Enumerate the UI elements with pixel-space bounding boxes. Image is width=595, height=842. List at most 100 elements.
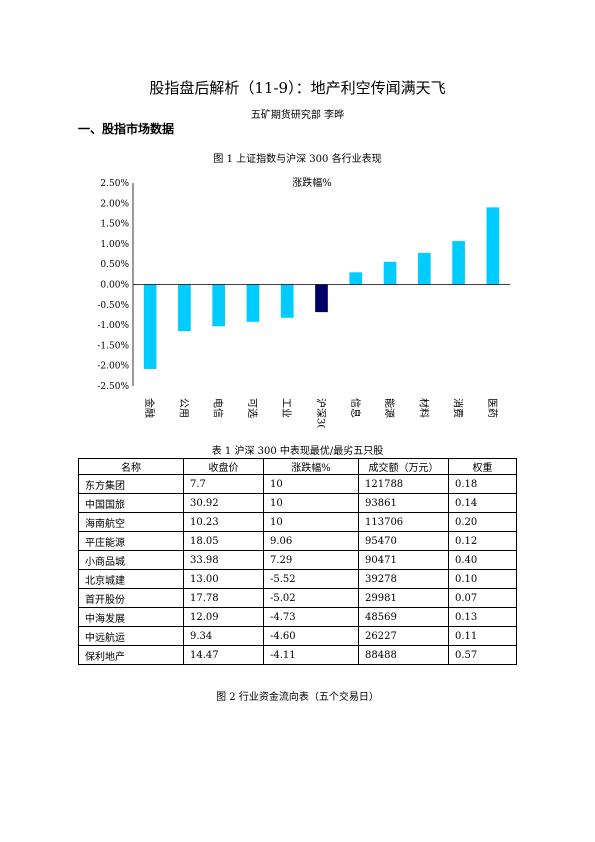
- y-tick-label: -1.50%: [97, 341, 129, 351]
- x-category-label: 消费: [452, 398, 465, 418]
- y-tick-label: -0.50%: [97, 301, 129, 311]
- table-row: 中远航运 9.34 -4.60 26227 0.11: [78, 626, 517, 646]
- cell-name: 首开股份: [78, 588, 184, 608]
- cell-close: 12.09: [183, 607, 264, 627]
- bar-0: [143, 284, 157, 369]
- table-row: 中海发展 12.09 -4.73 48569 0.13: [78, 607, 517, 627]
- cell-weight: 0.10: [448, 569, 517, 589]
- cell-weight: 0.20: [448, 512, 517, 532]
- y-tick-label: 2.50%: [100, 179, 129, 189]
- section-heading: 一、股指市场数据: [78, 122, 175, 136]
- x-category-label: 公用: [177, 398, 188, 418]
- y-tick-label: -2.50%: [97, 382, 129, 392]
- cell-change: 9.06: [263, 531, 359, 551]
- x-category-label: 信息: [349, 398, 362, 418]
- cell-name: 中远航运: [78, 626, 184, 646]
- cell-change: -4.11: [263, 645, 359, 665]
- cell-close: 7.7: [183, 474, 264, 494]
- table-header-row: 名称 收盘价 涨跌幅% 成交额（万元） 权重: [78, 458, 517, 475]
- cell-name: 中海发展: [78, 607, 184, 627]
- x-category-label: 材料: [417, 398, 430, 418]
- table-row: 中国国旅 30.92 10 93861 0.14: [78, 493, 517, 513]
- cell-turnover: 29981: [358, 588, 449, 608]
- x-category-label: 金融: [143, 398, 156, 418]
- bar-2: [212, 284, 226, 327]
- bar-3: [246, 284, 260, 322]
- chart-title: 涨跌幅%: [292, 176, 332, 189]
- cell-turnover: 88488: [358, 645, 449, 665]
- sector-performance-chart: 2.50% 2.00% 1.50% 1.00% 0.50% 0.00% -0.50% -1.0…: [97, 176, 510, 428]
- cell-name: 保利地产: [78, 645, 184, 665]
- cell-weight: 0.40: [448, 550, 517, 570]
- figure1-caption: 图 1 上证指数与沪深 300 各行业表现: [213, 154, 382, 165]
- table1-caption: 表 1 沪深 300 中表现最优/最劣五只股: [211, 446, 384, 457]
- table-row: 保利地产 14.47 -4.11 88488 0.57: [78, 645, 517, 665]
- cell-change: 10: [263, 493, 359, 513]
- bar-4: [280, 284, 294, 318]
- cell-close: 17.78: [183, 588, 264, 608]
- cell-close: 30.92: [183, 493, 264, 513]
- y-tick-label: 0.00%: [100, 281, 129, 291]
- cell-change: -4.60: [263, 626, 359, 646]
- cell-turnover: 48569: [358, 607, 449, 627]
- y-tick-label: 1.50%: [100, 220, 129, 230]
- header-weight: 权重: [448, 458, 517, 475]
- cell-change: -4.73: [263, 607, 359, 627]
- table-row: 北京城建 13.00 -5.52 39278 0.10: [78, 569, 517, 589]
- cell-weight: 0.14: [448, 493, 517, 513]
- cell-turnover: 95470: [358, 531, 449, 551]
- x-category-label: 工业: [280, 398, 292, 418]
- bar-7: [383, 261, 397, 285]
- header-change: 涨跌幅%: [263, 458, 359, 475]
- x-category-label: 沪深300: [315, 398, 328, 428]
- bar-6: [349, 272, 363, 285]
- table-row: 东方集团 7.7 10 121788 0.18: [78, 474, 517, 494]
- cell-change: 10: [263, 512, 359, 532]
- x-category-label: 医药: [486, 398, 498, 418]
- bar-1: [178, 284, 191, 332]
- cell-turnover: 90471: [358, 550, 449, 570]
- cell-weight: 0.12: [448, 531, 517, 551]
- table-row: 平庄能源 18.05 9.06 95470 0.12: [78, 531, 517, 551]
- bar-9: [452, 241, 465, 285]
- cell-change: 10: [263, 474, 359, 494]
- x-category-label: 能源: [383, 398, 396, 418]
- header-turnover: 成交额（万元）: [358, 458, 449, 475]
- cell-weight: 0.57: [448, 645, 517, 665]
- header-close: 收盘价: [183, 458, 264, 475]
- cell-turnover: 121788: [358, 474, 449, 494]
- cell-weight: 0.11: [448, 626, 517, 646]
- cell-close: 18.05: [183, 531, 264, 551]
- cell-name: 北京城建: [78, 569, 184, 589]
- x-category-label: 可选: [246, 398, 259, 418]
- bar-8: [417, 252, 431, 285]
- cell-change: -5.02: [263, 588, 359, 608]
- author-line: 五矿期货研究部 李晔: [250, 110, 345, 121]
- cell-name: 小商品城: [78, 550, 184, 570]
- cell-name: 中国国旅: [78, 493, 184, 513]
- y-tick-label: -2.00%: [97, 362, 129, 372]
- figure2-caption: 图 2 行业资金流向表（五个交易日）: [216, 692, 379, 703]
- cell-weight: 0.13: [448, 607, 517, 627]
- stock-performance-table: 名称 收盘价 涨跌幅% 成交额（万元） 权重 东方集团 7.7 10 121788 0.…: [78, 458, 517, 665]
- bar-10: [486, 207, 500, 285]
- y-tick-label: 1.00%: [100, 240, 129, 250]
- cell-turnover: 39278: [358, 569, 449, 589]
- cell-weight: 0.18: [448, 474, 517, 494]
- cell-close: 10.23: [183, 512, 264, 532]
- y-tick-label: -1.00%: [97, 321, 129, 331]
- cell-turnover: 93861: [358, 493, 449, 513]
- y-tick-label: 0.50%: [100, 260, 129, 270]
- cell-close: 13.00: [183, 569, 264, 589]
- bar-5: [315, 284, 328, 313]
- cell-turnover: 26227: [358, 626, 449, 646]
- cell-name: 东方集团: [78, 474, 184, 494]
- cell-change: -5.52: [263, 569, 359, 589]
- cell-close: 9.34: [183, 626, 264, 646]
- cell-change: 7.29: [263, 550, 359, 570]
- document-title: 股指盘后解析（11-9）：地产利空传闻满天飞: [149, 79, 446, 97]
- cell-close: 33.98: [183, 550, 264, 570]
- header-name: 名称: [78, 458, 184, 475]
- table-row: 小商品城 33.98 7.29 90471 0.40: [78, 550, 517, 570]
- cell-weight: 0.07: [448, 588, 517, 608]
